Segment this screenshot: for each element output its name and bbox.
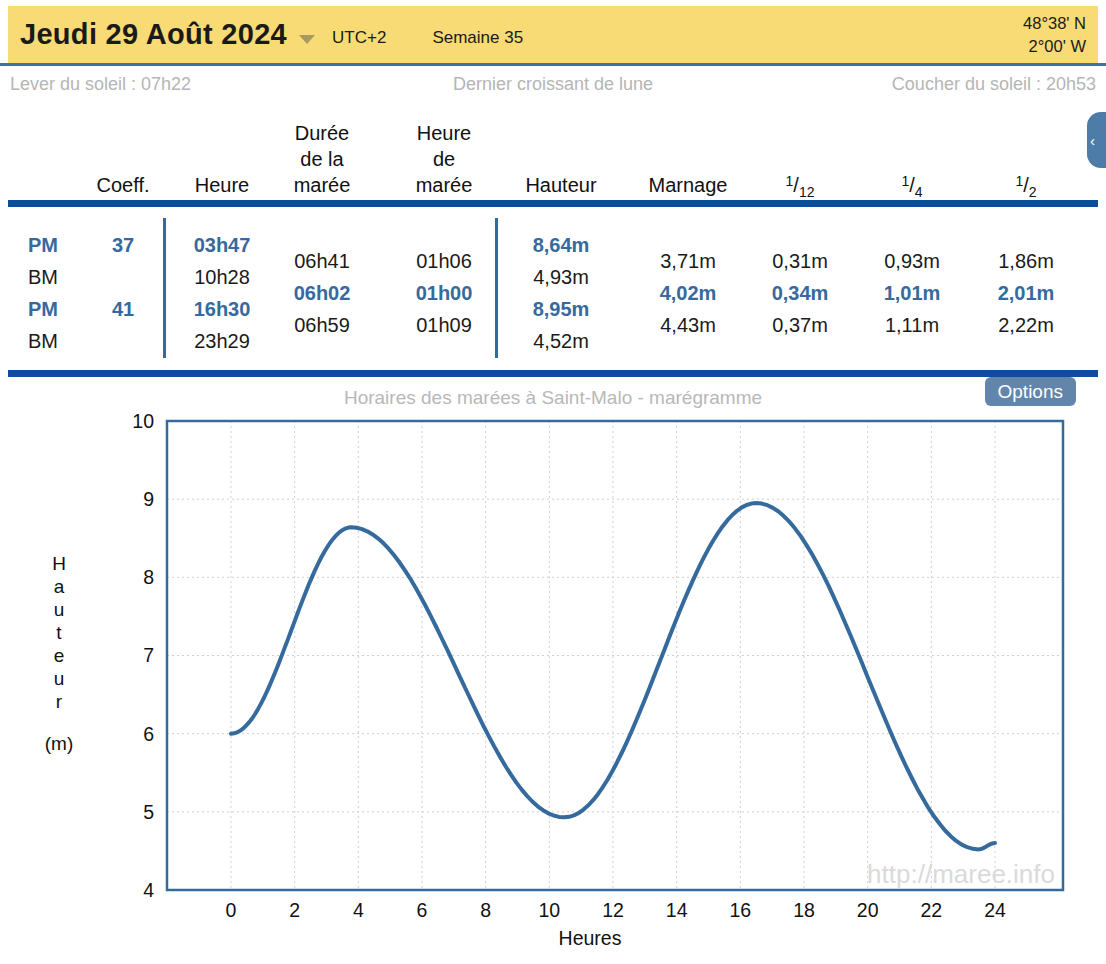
tide-type-3: BM	[28, 325, 98, 357]
tide-duree-1: 06h02	[262, 277, 382, 309]
tide-marnage-0: 3,71m	[628, 245, 748, 277]
y-axis-letter: u	[30, 667, 88, 690]
column-separator	[495, 218, 498, 358]
tide-marnage-1: 4,02m	[628, 277, 748, 309]
timezone-label: UTC+2	[332, 28, 386, 48]
x-axis-title: Heures	[559, 927, 622, 949]
x-tick-label: 10	[538, 899, 560, 921]
tide-page: Jeudi 29 Août 2024 UTC+2 Semaine 35 48°3…	[0, 0, 1106, 964]
tide-hauteur-1: 4,93m	[501, 261, 621, 293]
y-axis-title: Hauteur(m)	[30, 552, 88, 755]
x-tick-label: 0	[226, 899, 237, 921]
y-axis-unit: (m)	[30, 732, 88, 755]
x-tick-label: 18	[793, 899, 815, 921]
tide-hauteur-2: 8,95m	[501, 293, 621, 325]
x-tick-label: 2	[289, 899, 300, 921]
y-tick-label: 9	[143, 488, 154, 510]
y-tick-label: 4	[143, 879, 154, 901]
prev-day-tab[interactable]: ‹	[1087, 112, 1106, 168]
col-header-hauteur: Hauteur	[496, 172, 626, 198]
y-tick-label: 10	[132, 410, 154, 432]
x-tick-label: 4	[353, 899, 364, 921]
header-divider	[0, 63, 1106, 66]
x-tick-label: 12	[602, 899, 624, 921]
table-bottom-rule	[8, 370, 1098, 377]
tide-type-1: BM	[28, 261, 98, 293]
x-tick-label: 6	[417, 899, 428, 921]
y-axis-letter: a	[30, 575, 88, 598]
tide-heure-maree-0: 01h06	[384, 245, 504, 277]
options-button[interactable]: Options	[985, 377, 1076, 406]
watermark: http://maree.info	[867, 859, 1055, 889]
sunset-label: Coucher du soleil : 20h53	[892, 74, 1096, 95]
tide-heure-maree-1: 01h00	[384, 277, 504, 309]
tide-f2-1: 2,01m	[966, 277, 1086, 309]
tide-f12-1: 0,34m	[740, 277, 860, 309]
tide-f12-2: 0,37m	[740, 309, 860, 341]
tide-f4-2: 1,11m	[852, 309, 972, 341]
tide-f2-2: 2,22m	[966, 309, 1086, 341]
coordinates: 48°38' N 2°00' W	[1023, 12, 1086, 58]
tide-marnage-2: 4,43m	[628, 309, 748, 341]
x-tick-label: 14	[666, 899, 688, 921]
y-axis-letter: r	[30, 690, 88, 713]
y-tick-label: 8	[143, 566, 154, 588]
y-tick-label: 7	[143, 644, 154, 666]
sun-info-row: Lever du soleil : 07h22 Dernier croissan…	[0, 74, 1106, 98]
week-label: Semaine 35	[432, 28, 523, 48]
x-tick-label: 24	[984, 899, 1006, 921]
page-title[interactable]: Jeudi 29 Août 2024	[20, 18, 287, 51]
tide-duree-2: 06h59	[262, 309, 382, 341]
tide-f12-0: 0,31m	[740, 245, 860, 277]
tide-f4-1: 1,01m	[852, 277, 972, 309]
y-axis-letter: t	[30, 621, 88, 644]
tide-hauteur-0: 8,64m	[501, 229, 621, 261]
y-axis-letter: e	[30, 644, 88, 667]
tide-hauteur-3: 4,52m	[501, 325, 621, 357]
x-tick-label: 20	[857, 899, 879, 921]
x-tick-label: 8	[480, 899, 491, 921]
tide-f2-0: 1,86m	[966, 245, 1086, 277]
tide-chart: http://maree.info02468101214161820222445…	[0, 410, 1106, 964]
latitude-label: 48°38' N	[1023, 12, 1086, 35]
column-separator	[163, 218, 166, 358]
table-header-rule	[8, 200, 1098, 207]
col-header-marnage: Marnage	[623, 172, 753, 198]
col-header-heure_maree: Heuredemarée	[379, 120, 509, 198]
x-tick-label: 16	[729, 899, 751, 921]
longitude-label: 2°00' W	[1023, 35, 1086, 58]
tide-duree-0: 06h41	[262, 245, 382, 277]
date-header: Jeudi 29 Août 2024 UTC+2 Semaine 35 48°3…	[8, 6, 1098, 63]
y-tick-label: 5	[143, 801, 154, 823]
y-tick-label: 6	[143, 723, 154, 745]
x-tick-label: 22	[920, 899, 942, 921]
col-header-duree: Duréede lamarée	[257, 120, 387, 198]
chart-title: Horaires des marées à Saint-Malo - marég…	[0, 387, 1106, 409]
tide-f4-0: 0,93m	[852, 245, 972, 277]
chevron-left-icon: ‹	[1090, 132, 1095, 149]
chevron-down-icon[interactable]	[299, 35, 315, 44]
y-axis-letter: u	[30, 598, 88, 621]
y-axis-letter: H	[30, 552, 88, 575]
tide-heure-maree-2: 01h09	[384, 309, 504, 341]
